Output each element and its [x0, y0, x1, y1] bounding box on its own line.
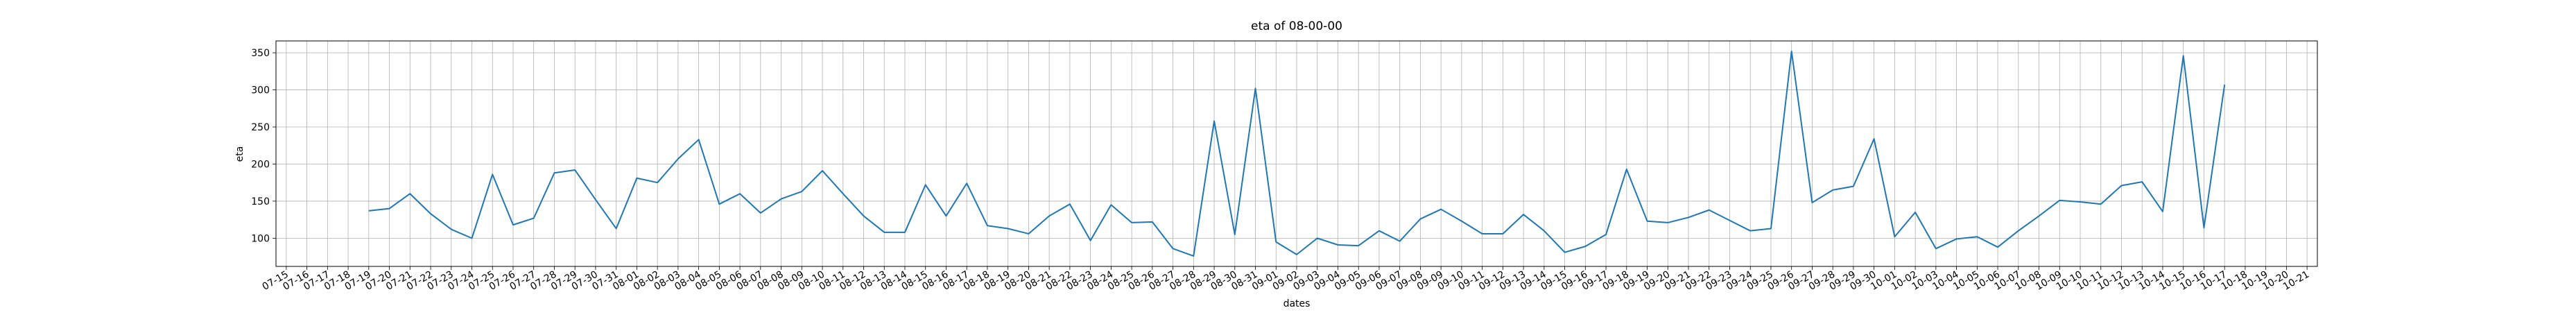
y-tick-label: 300: [251, 85, 270, 96]
y-tick-label: 100: [251, 233, 270, 244]
y-axis-label: eta: [234, 146, 245, 162]
plot-frame: [275, 40, 2318, 267]
chart-title: eta of 08-00-00: [1251, 19, 1342, 33]
data-line: [368, 50, 2226, 257]
x-axis-label: dates: [1283, 298, 1311, 309]
y-tick-label: 200: [251, 159, 270, 170]
y-tick-label: 150: [251, 196, 270, 207]
y-tick-label: 350: [251, 48, 270, 59]
y-tick-label: 250: [251, 122, 270, 133]
